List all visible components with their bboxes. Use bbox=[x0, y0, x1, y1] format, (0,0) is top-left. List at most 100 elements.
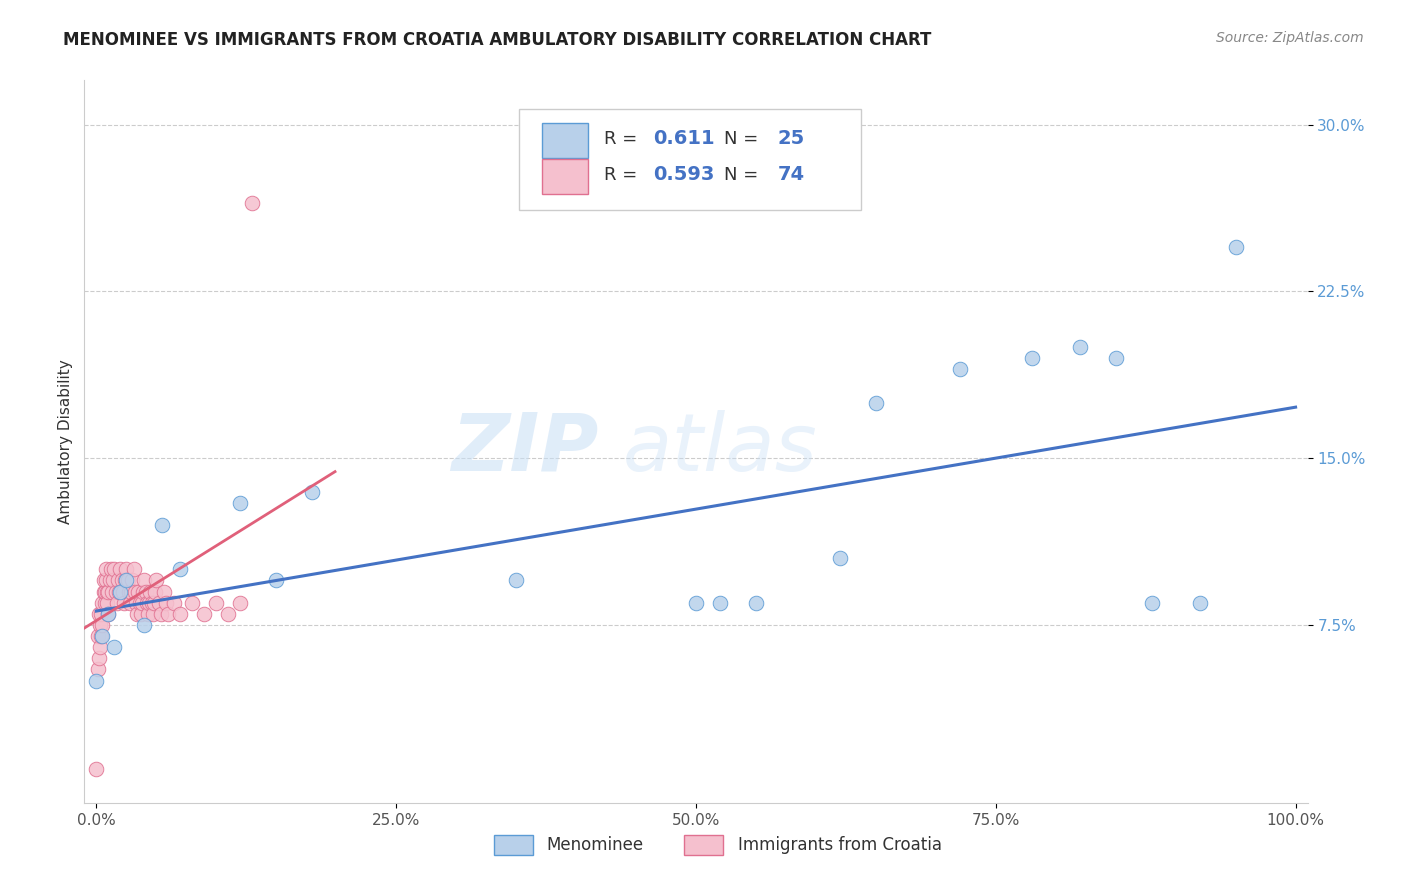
Point bbox=[745, 596, 768, 610]
Text: Immigrants from Croatia: Immigrants from Croatia bbox=[738, 836, 942, 854]
Point bbox=[135, 596, 157, 610]
Text: 74: 74 bbox=[778, 165, 806, 185]
Point bbox=[93, 574, 115, 588]
Point bbox=[111, 584, 134, 599]
Text: Menominee: Menominee bbox=[547, 836, 644, 854]
Point bbox=[1225, 240, 1247, 254]
Point bbox=[103, 562, 125, 576]
Point bbox=[91, 629, 114, 643]
Point bbox=[129, 607, 152, 621]
Point bbox=[90, 607, 112, 621]
Point bbox=[105, 596, 128, 610]
Point bbox=[169, 562, 191, 576]
Point bbox=[264, 574, 287, 588]
Point bbox=[86, 673, 108, 688]
Point bbox=[96, 584, 118, 599]
Point bbox=[127, 584, 149, 599]
Text: atlas: atlas bbox=[623, 409, 817, 488]
Point bbox=[112, 596, 135, 610]
Point bbox=[125, 596, 148, 610]
Point bbox=[685, 596, 707, 610]
Point bbox=[110, 562, 132, 576]
Point bbox=[86, 763, 108, 777]
Point bbox=[97, 607, 120, 621]
Point bbox=[949, 362, 972, 376]
Point bbox=[104, 584, 127, 599]
Point bbox=[93, 596, 117, 610]
Point bbox=[138, 596, 160, 610]
Text: 0.611: 0.611 bbox=[654, 129, 714, 148]
Point bbox=[150, 607, 173, 621]
Point bbox=[97, 584, 120, 599]
Point bbox=[100, 562, 122, 576]
Point bbox=[865, 395, 887, 409]
Point bbox=[141, 596, 163, 610]
Point bbox=[229, 496, 252, 510]
FancyBboxPatch shape bbox=[541, 123, 588, 158]
Point bbox=[91, 596, 114, 610]
Point bbox=[118, 596, 141, 610]
Point bbox=[118, 584, 141, 599]
Point bbox=[155, 596, 177, 610]
Point bbox=[505, 574, 527, 588]
FancyBboxPatch shape bbox=[541, 159, 588, 194]
Point bbox=[1105, 351, 1128, 366]
Point bbox=[120, 584, 142, 599]
Point bbox=[121, 574, 143, 588]
Point bbox=[134, 618, 156, 632]
Point bbox=[96, 596, 118, 610]
Point bbox=[150, 517, 173, 532]
Point bbox=[93, 584, 117, 599]
Point bbox=[1069, 340, 1091, 354]
Point bbox=[115, 562, 138, 576]
Text: ZIP: ZIP bbox=[451, 409, 598, 488]
FancyBboxPatch shape bbox=[519, 109, 860, 211]
Point bbox=[1021, 351, 1043, 366]
Point bbox=[89, 640, 111, 655]
Point bbox=[87, 607, 110, 621]
Point bbox=[91, 618, 114, 632]
Point bbox=[136, 607, 159, 621]
Point bbox=[139, 584, 162, 599]
Point bbox=[93, 584, 115, 599]
Point bbox=[828, 551, 851, 566]
FancyBboxPatch shape bbox=[494, 835, 533, 855]
Point bbox=[89, 618, 111, 632]
FancyBboxPatch shape bbox=[683, 835, 723, 855]
Point bbox=[87, 651, 110, 665]
Point bbox=[107, 574, 129, 588]
Point bbox=[193, 607, 215, 621]
Point bbox=[163, 596, 186, 610]
Point bbox=[94, 562, 117, 576]
Point bbox=[127, 607, 149, 621]
Point bbox=[122, 562, 145, 576]
Text: R =: R = bbox=[605, 130, 643, 148]
Point bbox=[152, 584, 174, 599]
Point bbox=[145, 574, 167, 588]
Point bbox=[229, 596, 252, 610]
Point bbox=[132, 584, 155, 599]
Point bbox=[131, 596, 153, 610]
Text: R =: R = bbox=[605, 166, 643, 184]
Point bbox=[97, 607, 120, 621]
Y-axis label: Ambulatory Disability: Ambulatory Disability bbox=[58, 359, 73, 524]
Point bbox=[114, 574, 136, 588]
Point bbox=[135, 584, 157, 599]
Point bbox=[117, 574, 139, 588]
Point bbox=[101, 574, 124, 588]
Point bbox=[143, 584, 166, 599]
Point bbox=[94, 574, 117, 588]
Point bbox=[205, 596, 228, 610]
Text: 0.593: 0.593 bbox=[654, 165, 714, 185]
Point bbox=[1140, 596, 1163, 610]
Point bbox=[709, 596, 731, 610]
Point bbox=[157, 607, 180, 621]
Point bbox=[108, 584, 131, 599]
Point bbox=[128, 596, 150, 610]
Point bbox=[110, 574, 132, 588]
Point bbox=[124, 584, 146, 599]
Point bbox=[217, 607, 239, 621]
Point bbox=[103, 640, 125, 655]
Text: N =: N = bbox=[724, 130, 763, 148]
Point bbox=[90, 629, 112, 643]
